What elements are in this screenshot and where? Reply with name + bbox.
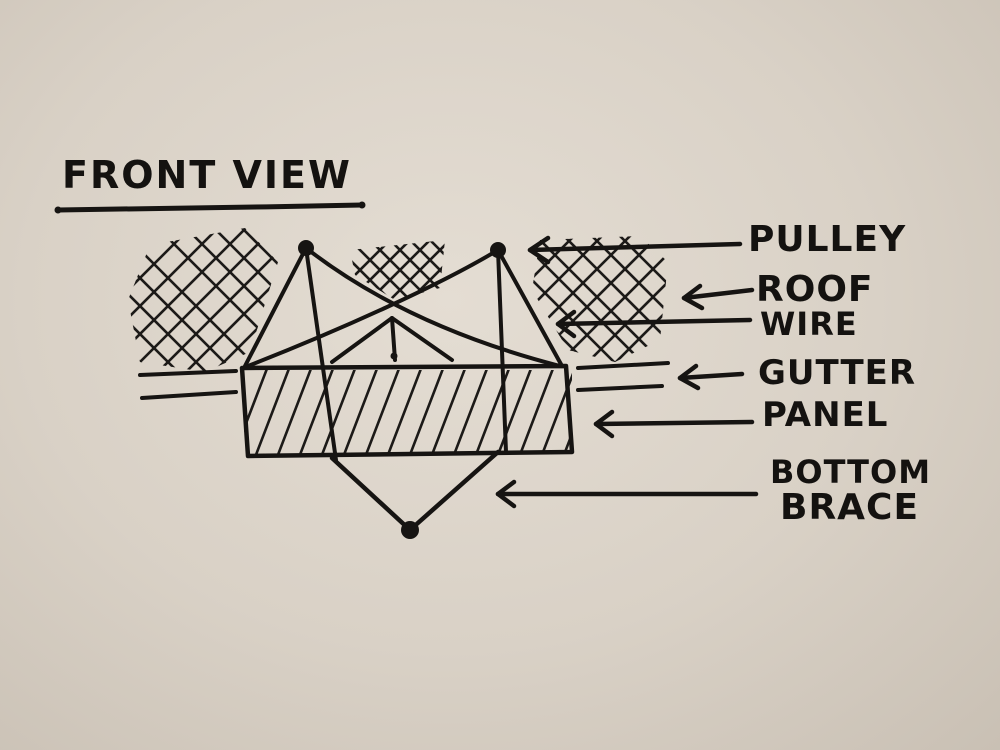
arrow-panel: [593, 409, 755, 439]
title-underline-dot-left: [54, 206, 62, 214]
bottom-brace: [329, 449, 501, 533]
arrow-wire: [555, 309, 753, 339]
bottom-brace-dot: [401, 521, 419, 539]
roof-hatch-middle: [350, 240, 445, 300]
gutter-right-upper: [576, 361, 670, 370]
pulley-left-dot: [298, 240, 314, 256]
label-roof: ROOF: [756, 269, 874, 310]
panel-outline: [239, 363, 575, 459]
arrow-roof: [681, 283, 755, 311]
label-gutter: GUTTER: [758, 353, 917, 393]
title-underline-dot-right: [358, 201, 366, 209]
label-panel: PANEL: [762, 395, 889, 435]
label-wire: WIRE: [760, 305, 858, 343]
title-underline: [55, 202, 365, 213]
label-pulley: PULLEY: [748, 219, 907, 260]
wires: [243, 246, 564, 462]
label-brace: BRACE: [780, 487, 920, 528]
arrow-pulley: [527, 235, 743, 265]
arrow-gutter: [677, 363, 745, 391]
wire-peak-dot: [390, 352, 398, 360]
panel-hatch: [244, 370, 572, 454]
label-bottom: BOTTOM: [770, 453, 932, 491]
page-title: FRONT VIEW: [62, 153, 352, 197]
gutter-right-lower: [576, 384, 664, 392]
gutter-left-lower: [140, 390, 238, 400]
arrow-bottom-brace: [495, 479, 759, 509]
pulley-right-dot: [490, 242, 506, 258]
gutter-left-upper: [138, 369, 238, 377]
